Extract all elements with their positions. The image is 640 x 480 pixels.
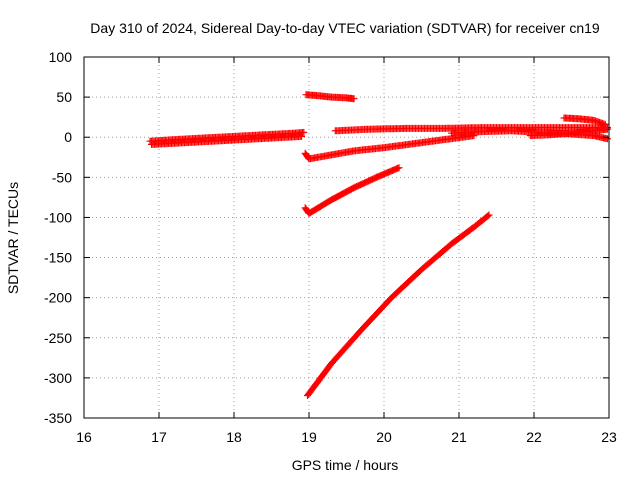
y-tick-label: -350: [44, 410, 72, 426]
y-tick-label: -150: [44, 250, 72, 266]
y-tick-label: -200: [44, 290, 72, 306]
series-track-f: [304, 211, 493, 399]
x-tick-label: 21: [451, 429, 467, 445]
x-tick-label: 19: [301, 429, 317, 445]
x-tick-label: 16: [76, 429, 92, 445]
y-tick-label: -100: [44, 209, 72, 225]
y-tick-label: 0: [64, 129, 72, 145]
x-axis-ticks: 16 17 18 19 20 21 22 23: [76, 57, 617, 445]
chart-title: Day 310 of 2024, Sidereal Day-to-day VTE…: [90, 20, 600, 36]
x-tick-label: 23: [601, 429, 617, 445]
series-track-d: [301, 132, 478, 163]
series-track-i: [560, 114, 609, 128]
x-axis-label: GPS time / hours: [292, 457, 399, 473]
x-tick-label: 20: [376, 429, 392, 445]
x-tick-label: 17: [151, 429, 167, 445]
series-track-b: [302, 91, 358, 103]
y-tick-label: 100: [49, 49, 73, 65]
y-tick-label: -50: [52, 169, 72, 185]
series-marks: [304, 211, 493, 399]
x-tick-label: 22: [526, 429, 542, 445]
y-axis-label: SDTVAR / TECUs: [5, 182, 21, 294]
series-marks: [301, 164, 403, 217]
series-track-a-band-2: [148, 132, 305, 148]
grid: [84, 57, 609, 418]
series-marks: [302, 91, 358, 103]
plot-frame: [83, 56, 610, 419]
series-marks: [148, 132, 305, 148]
data-marks: [146, 91, 611, 399]
series-marks: [560, 114, 609, 128]
series-marks: [526, 125, 611, 140]
series-marks: [301, 132, 478, 163]
series-track-h: [526, 125, 611, 140]
y-tick-label: 50: [56, 89, 72, 105]
series-track-e: [301, 164, 403, 217]
y-tick-label: -300: [44, 370, 72, 386]
y-tick-label: -250: [44, 330, 72, 346]
x-tick-label: 18: [226, 429, 242, 445]
y-axis-ticks: 100 50 0 -50 -100 -150 -200 -250 -300 -350: [44, 49, 609, 426]
